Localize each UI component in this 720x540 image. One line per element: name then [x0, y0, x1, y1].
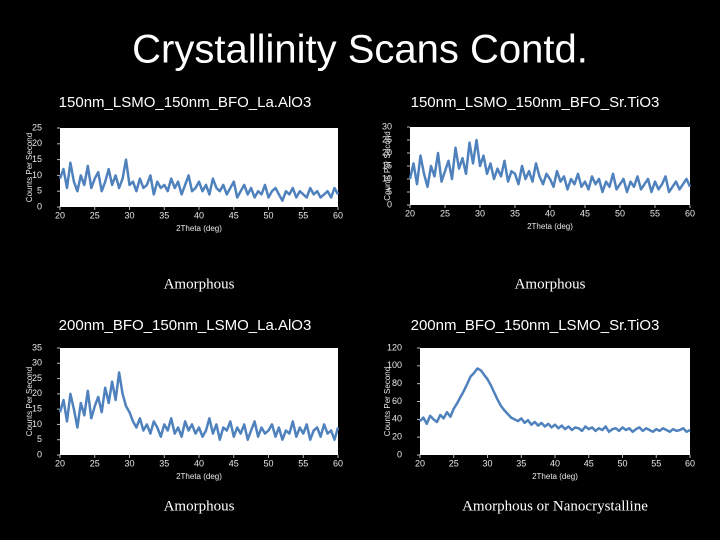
plot-area: [60, 348, 338, 455]
x-tick-label: 25: [90, 458, 100, 468]
y-tick-label: 100: [387, 360, 402, 370]
y-tick-label: 30: [382, 121, 392, 131]
x-axis-label: 2Theta (deg): [532, 472, 578, 481]
x-tick-label: 40: [194, 210, 204, 220]
data-line: [58, 158, 340, 202]
x-tick-label: 45: [229, 458, 239, 468]
caption: Amorphous: [164, 276, 235, 292]
y-tick-label: 25: [32, 122, 42, 132]
y-tick-label: 35: [32, 342, 42, 352]
caption: Amorphous: [515, 276, 586, 292]
x-tick-label: 55: [651, 458, 661, 468]
y-tick-label: 10: [32, 170, 42, 180]
plot-area: [60, 128, 338, 207]
x-tick-label: 30: [475, 208, 485, 218]
y-tick-label: 0: [37, 201, 42, 211]
x-axis-label: 2Theta (deg): [176, 472, 222, 481]
x-tick-label: 60: [333, 210, 343, 220]
x-tick-label: 60: [685, 208, 695, 218]
y-axis-label: Counts Per Second: [383, 367, 392, 436]
x-tick-label: 35: [516, 458, 526, 468]
data-line: [419, 367, 691, 434]
chart-title: 200nm_BFO_150nm_LSMO_La.AlO3: [59, 317, 312, 334]
y-tick-label: 25: [382, 134, 392, 144]
x-tick-label: 30: [124, 458, 134, 468]
y-axis-label: Counts Per Second: [25, 367, 34, 436]
slide-title: Crystallinity Scans Contd.: [132, 28, 588, 72]
x-tick-label: 35: [159, 458, 169, 468]
plot-area: [410, 127, 690, 205]
x-tick-label: 40: [550, 458, 560, 468]
y-tick-label: 0: [37, 449, 42, 459]
x-tick-label: 25: [90, 210, 100, 220]
x-tick-label: 40: [545, 208, 555, 218]
y-tick-label: 0: [387, 199, 392, 209]
x-tick-label: 35: [159, 210, 169, 220]
caption: Amorphous: [164, 498, 235, 514]
y-tick-label: 60: [392, 396, 402, 406]
x-tick-label: 30: [482, 458, 492, 468]
x-tick-label: 45: [229, 210, 239, 220]
y-axis-label: Counts Per Second: [383, 131, 392, 200]
x-tick-label: 50: [263, 210, 273, 220]
x-tick-label: 45: [584, 458, 594, 468]
x-tick-label: 25: [440, 208, 450, 218]
y-tick-label: 5: [37, 186, 42, 196]
data-line: [408, 138, 692, 194]
x-tick-label: 55: [298, 210, 308, 220]
x-tick-label: 45: [580, 208, 590, 218]
x-tick-label: 50: [263, 458, 273, 468]
y-tick-label: 20: [32, 138, 42, 148]
x-tick-label: 20: [415, 458, 425, 468]
chart-title: 150nm_LSMO_150nm_BFO_Sr.TiO3: [411, 94, 660, 111]
x-tick-label: 50: [617, 458, 627, 468]
x-tick-label: 60: [333, 458, 343, 468]
y-tick-label: 80: [392, 378, 402, 388]
y-tick-label: 15: [382, 160, 392, 170]
y-tick-label: 10: [32, 419, 42, 429]
x-tick-label: 60: [685, 458, 695, 468]
y-tick-label: 20: [32, 388, 42, 398]
x-axis-label: 2Theta (deg): [527, 222, 573, 231]
y-tick-label: 15: [32, 404, 42, 414]
plot-area: [420, 348, 690, 455]
x-tick-label: 35: [510, 208, 520, 218]
chart-title: 150nm_LSMO_150nm_BFO_La.AlO3: [59, 94, 312, 111]
y-tick-label: 25: [32, 373, 42, 383]
x-axis-label: 2Theta (deg): [176, 224, 222, 233]
y-tick-label: 5: [37, 434, 42, 444]
y-tick-label: 5: [387, 186, 392, 196]
y-tick-label: 30: [32, 358, 42, 368]
x-tick-label: 55: [650, 208, 660, 218]
x-tick-label: 55: [298, 458, 308, 468]
x-tick-label: 40: [194, 458, 204, 468]
y-tick-label: 0: [397, 449, 402, 459]
x-tick-label: 30: [124, 210, 134, 220]
y-tick-label: 20: [392, 432, 402, 442]
x-tick-label: 50: [615, 208, 625, 218]
caption: Amorphous or Nanocrystalline: [462, 498, 648, 514]
x-tick-label: 20: [55, 210, 65, 220]
chart-title: 200nm_BFO_150nm_LSMO_Sr.TiO3: [411, 317, 660, 334]
y-tick-label: 10: [382, 173, 392, 183]
x-tick-label: 20: [55, 458, 65, 468]
y-axis-label: Counts Per Second: [25, 133, 34, 202]
y-tick-label: 20: [382, 147, 392, 157]
y-tick-label: 40: [392, 414, 402, 424]
data-line: [58, 371, 340, 441]
y-tick-label: 15: [32, 154, 42, 164]
y-tick-label: 120: [387, 342, 402, 352]
x-tick-label: 20: [405, 208, 415, 218]
x-tick-label: 25: [449, 458, 459, 468]
